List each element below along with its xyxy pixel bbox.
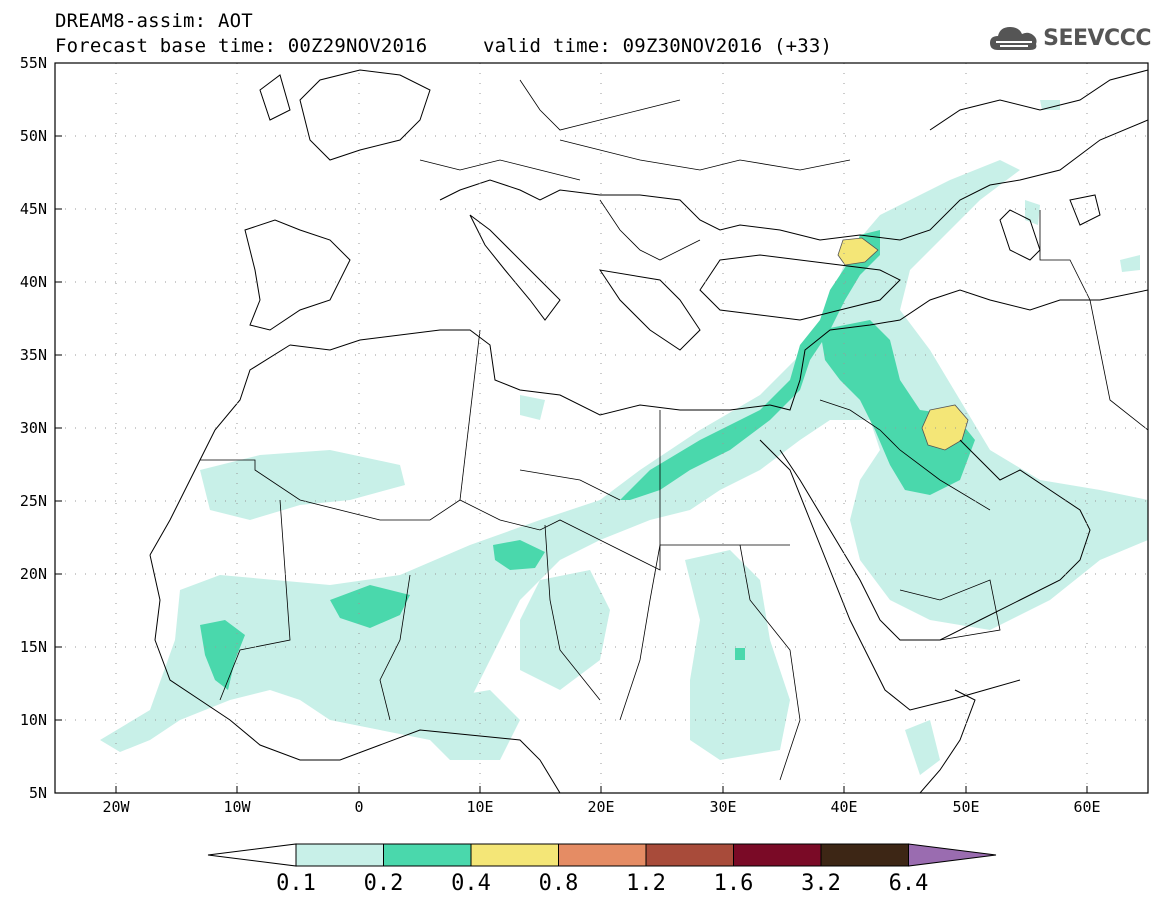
colorbar-label: 1.6 xyxy=(714,871,754,896)
lat-label: 30N xyxy=(20,419,47,437)
lat-label: 25N xyxy=(20,492,47,510)
lon-label: 50E xyxy=(952,798,979,816)
lat-label: 20N xyxy=(20,565,47,583)
colorbar-label: 0.8 xyxy=(539,871,579,896)
lon-label: 0 xyxy=(354,798,363,816)
lon-label: 10E xyxy=(466,798,493,816)
colorbar-label: 0.1 xyxy=(276,871,316,896)
forecast-base-time: Forecast base time: 00Z29NOV2016 xyxy=(55,35,428,57)
lon-label: 30E xyxy=(709,798,736,816)
lat-label: 40N xyxy=(20,273,47,291)
lon-label: 40E xyxy=(830,798,857,816)
colorbar-segment xyxy=(733,843,822,867)
lon-label: 10W xyxy=(223,798,251,816)
seevccc-logo: SEEVCCC xyxy=(988,22,1151,54)
lat-label: 5N xyxy=(29,784,47,802)
lat-label: 50N xyxy=(20,127,47,145)
colorbar-label: 1.2 xyxy=(626,871,666,896)
lat-label: 45N xyxy=(20,200,47,218)
valid-time: valid time: 09Z30NOV2016 (+33) xyxy=(483,35,833,57)
aot-low-areas xyxy=(100,100,1148,775)
lat-label: 55N xyxy=(20,54,47,72)
cloud-icon xyxy=(990,27,1037,50)
lon-labels: 20W 10W 0 10E 20E 30E 40E 50E 60E xyxy=(102,798,1100,816)
colorbar-segment xyxy=(295,843,384,867)
lat-label: 35N xyxy=(20,346,47,364)
tick-marks xyxy=(55,62,1088,794)
aot-field xyxy=(100,100,1148,775)
lon-label: 20E xyxy=(587,798,614,816)
country-borders xyxy=(200,79,1148,781)
lon-label: 60E xyxy=(1073,798,1100,816)
colorbar-labels: 0.1 0.2 0.4 0.8 1.2 1.6 3.2 6.4 xyxy=(276,871,928,896)
colorbar-segment xyxy=(383,843,472,867)
lon-label: 20W xyxy=(102,798,130,816)
colorbar-segment xyxy=(820,843,909,867)
map-title: DREAM8-assim: AOT xyxy=(55,10,253,32)
colorbar-segment xyxy=(558,843,647,867)
lat-labels: 55N 50N 45N 40N 35N 30N 25N 20N 15N 10N … xyxy=(20,54,47,802)
colorbar-segment xyxy=(470,843,559,867)
colorbar-label: 0.4 xyxy=(451,871,491,896)
colorbar-arrow-low xyxy=(207,843,297,867)
lat-label: 10N xyxy=(20,711,47,729)
colorbar-segment xyxy=(645,843,734,867)
colorbar-arrow-high xyxy=(908,843,997,867)
coastlines xyxy=(149,69,1148,793)
logo-text: SEEVCCC xyxy=(1043,25,1151,51)
colorbar-label: 6.4 xyxy=(889,871,929,896)
colorbar-label: 0.2 xyxy=(364,871,404,896)
lat-label: 15N xyxy=(20,638,47,656)
graticule xyxy=(55,63,1148,793)
colorbar-label: 3.2 xyxy=(801,871,841,896)
colorbar xyxy=(207,843,997,867)
